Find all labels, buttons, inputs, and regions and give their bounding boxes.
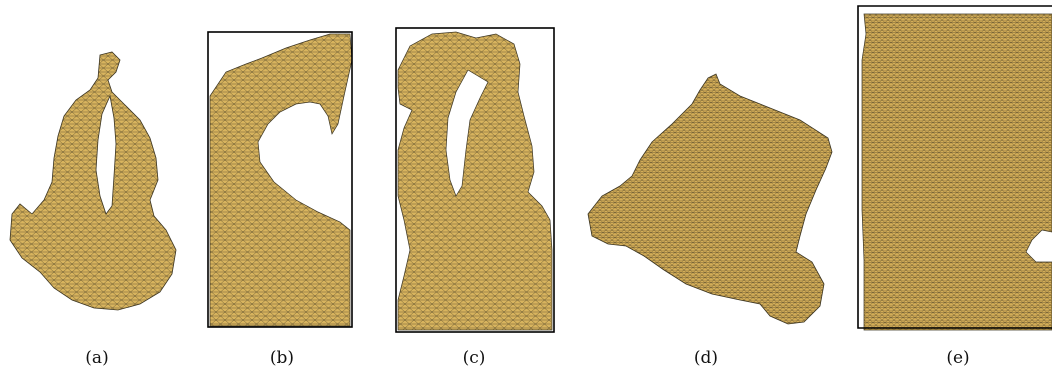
panel-c <box>395 27 555 333</box>
caption-b: (b) <box>269 348 295 368</box>
frame-c <box>395 27 555 333</box>
frame-b <box>207 31 353 328</box>
mesh-b <box>209 33 353 327</box>
panel-a <box>9 51 177 311</box>
mesh-d <box>587 73 833 325</box>
mesh-a <box>9 51 177 311</box>
panel-d <box>587 73 833 325</box>
caption-e: (e) <box>946 348 970 368</box>
mesh-e <box>861 13 1052 331</box>
mesh-c <box>397 31 553 331</box>
caption-d: (d) <box>693 348 719 368</box>
caption-a: (a) <box>85 348 109 368</box>
frame-e <box>857 5 1052 329</box>
panel-e <box>857 5 1052 331</box>
panel-b <box>207 31 353 328</box>
caption-c: (c) <box>462 348 486 368</box>
